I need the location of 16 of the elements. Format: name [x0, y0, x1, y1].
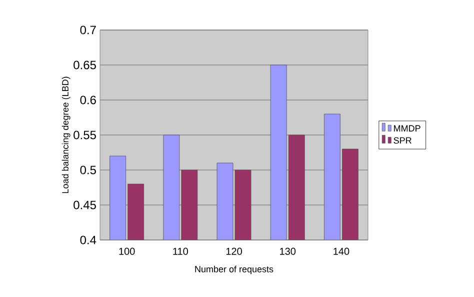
y-tick-label: 0.65 [74, 60, 96, 70]
x-axis-title: Number of requests [195, 266, 274, 274]
y-tick-label: 0.6 [80, 96, 96, 104]
y-tick-label: 0.45 [74, 200, 96, 210]
x-tick-label: 140 [334, 248, 350, 255]
x-tick-label: 110 [173, 248, 188, 255]
x-tick-label: 100 [119, 248, 135, 255]
x-tick-label: 120 [226, 248, 242, 255]
y-tick-label: 0.7 [80, 26, 96, 34]
legend-label: MMDP [394, 125, 420, 132]
y-axis-title: Load balancing degree (LBD) [62, 76, 70, 194]
y-tick-label: 0.4 [80, 236, 96, 244]
y-tick-label: 0.5 [80, 166, 96, 174]
y-tick-label: 0.55 [74, 130, 96, 140]
legend-label: SPR [394, 137, 412, 144]
x-tick-label: 130 [280, 248, 296, 255]
